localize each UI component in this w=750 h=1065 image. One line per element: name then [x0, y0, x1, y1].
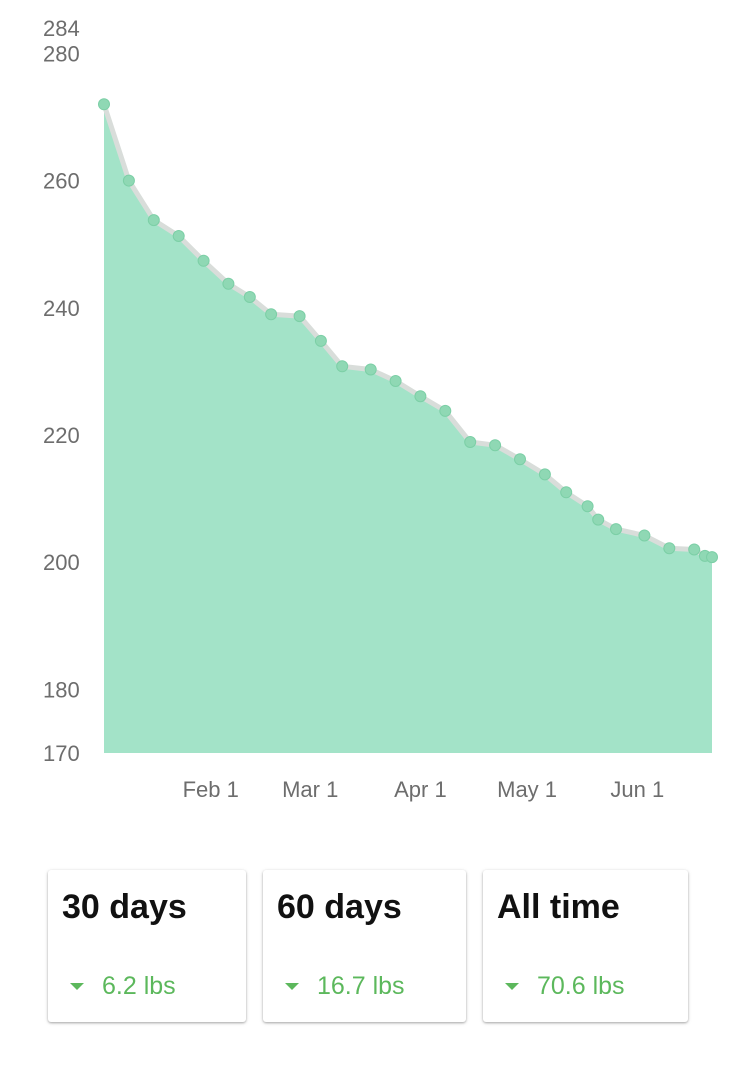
data-point[interactable] [222, 277, 235, 290]
card-change: 70.6 lbs [505, 972, 625, 1001]
y-tick-label: 280 [43, 41, 80, 66]
data-point[interactable] [514, 453, 526, 466]
data-point[interactable] [243, 291, 256, 303]
y-tick-label: 260 [43, 169, 80, 194]
card-change: 6.2 lbs [70, 972, 176, 1001]
y-tick-label: 180 [43, 677, 80, 702]
data-point[interactable] [706, 551, 718, 564]
x-tick-label: Jun 1 [610, 777, 664, 802]
x-tick-label: May 1 [497, 777, 557, 802]
data-point[interactable] [638, 529, 651, 542]
card-30-days[interactable]: 30 days 6.2 lbs [48, 870, 246, 1022]
card-60-days[interactable]: 60 days 16.7 lbs [263, 870, 466, 1022]
card-change-value: 16.7 lbs [317, 972, 405, 1000]
summary-cards: 30 days 6.2 lbs 60 days 16.7 lbs All tim… [48, 870, 690, 1022]
data-point[interactable] [122, 174, 135, 187]
down-arrow-icon [285, 983, 299, 990]
y-tick-label: 220 [43, 423, 80, 448]
card-title: 30 days [62, 888, 187, 926]
data-point[interactable] [464, 436, 477, 448]
data-point[interactable] [592, 513, 605, 526]
x-axis: Feb 1 Mar 1 Apr 1 May 1 Jun 1 [183, 777, 665, 802]
data-point[interactable] [439, 404, 452, 417]
data-point[interactable] [489, 439, 502, 452]
data-point[interactable] [172, 230, 185, 242]
data-point[interactable] [364, 363, 377, 376]
y-tick-label: 170 [43, 741, 80, 766]
down-arrow-icon [505, 983, 519, 990]
data-point[interactable] [560, 486, 573, 499]
card-change-value: 6.2 lbs [102, 972, 176, 1000]
x-tick-label: Mar 1 [282, 777, 338, 802]
data-point[interactable] [336, 360, 349, 373]
y-tick-label: 284 [43, 16, 80, 41]
data-point[interactable] [265, 308, 278, 321]
data-point[interactable] [688, 543, 701, 556]
card-change-value: 70.6 lbs [537, 972, 625, 1000]
data-point[interactable] [538, 468, 551, 481]
data-point[interactable] [581, 500, 594, 513]
card-title: 60 days [277, 888, 402, 926]
data-point[interactable] [293, 310, 306, 323]
data-point[interactable] [663, 542, 676, 555]
data-point[interactable] [147, 214, 160, 227]
data-point[interactable] [610, 523, 622, 536]
chart-area-layer [98, 98, 718, 754]
y-tick-label: 240 [43, 296, 80, 321]
card-all-time[interactable]: All time 70.6 lbs [483, 870, 688, 1022]
area-fill [104, 104, 712, 754]
x-tick-label: Apr 1 [394, 777, 447, 802]
down-arrow-icon [70, 983, 84, 990]
y-tick-label: 200 [43, 550, 80, 575]
card-title: All time [497, 888, 620, 926]
data-point[interactable] [314, 334, 327, 347]
data-point[interactable] [414, 390, 427, 403]
data-point[interactable] [389, 375, 402, 387]
card-change: 16.7 lbs [285, 972, 405, 1001]
series-line [101, 101, 715, 560]
data-point[interactable] [197, 254, 210, 267]
x-tick-label: Feb 1 [183, 777, 239, 802]
data-point[interactable] [98, 98, 110, 111]
